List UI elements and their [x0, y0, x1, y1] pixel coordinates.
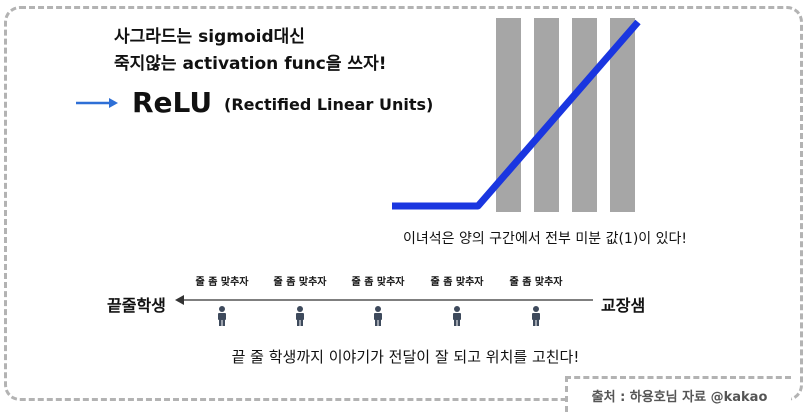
student-label: 줄 좀 맞추자: [501, 273, 571, 288]
person-icon: [295, 306, 305, 326]
student-label: 줄 좀 맞추자: [265, 273, 335, 288]
student-4: 줄 좀 맞추자: [422, 273, 492, 326]
principal-label: 교장샘: [601, 292, 645, 316]
student-5: 줄 좀 맞추자: [501, 273, 571, 326]
person-icon: [217, 306, 227, 326]
queue-caption: 끝 줄 학생까지 이야기가 전달이 잘 되고 위치를 고친다!: [0, 346, 811, 367]
intro-text: 사그라드는 sigmoid대신 죽지않는 activation func을 쓰자…: [114, 24, 386, 78]
person-icon: [373, 306, 383, 326]
person-icon: [531, 306, 541, 326]
last-row-student-label: 끝줄학생: [107, 292, 166, 316]
intro-line-1: 사그라드는 sigmoid대신: [114, 24, 386, 51]
source-credit: 출처 : 하용호님 자료 @kakao: [565, 376, 791, 412]
student-label: 줄 좀 맞추자: [422, 273, 492, 288]
student-1: 줄 좀 맞추자: [187, 273, 257, 326]
gray-bar-3: [572, 18, 597, 212]
relu-title: ReLU: [132, 86, 212, 119]
graph-caption: 이녀석은 양의 구간에서 전부 미분 값(1)이 있다!: [403, 228, 687, 248]
student-2: 줄 좀 맞추자: [265, 273, 335, 326]
relu-graph: [392, 16, 652, 216]
student-label: 줄 좀 맞추자: [187, 273, 257, 288]
right-arrow-icon: [76, 96, 118, 110]
student-3: 줄 좀 맞추자: [343, 273, 413, 326]
person-icon: [452, 306, 462, 326]
intro-line-2: 죽지않는 activation func을 쓰자!: [114, 51, 386, 78]
student-label: 줄 좀 맞추자: [343, 273, 413, 288]
